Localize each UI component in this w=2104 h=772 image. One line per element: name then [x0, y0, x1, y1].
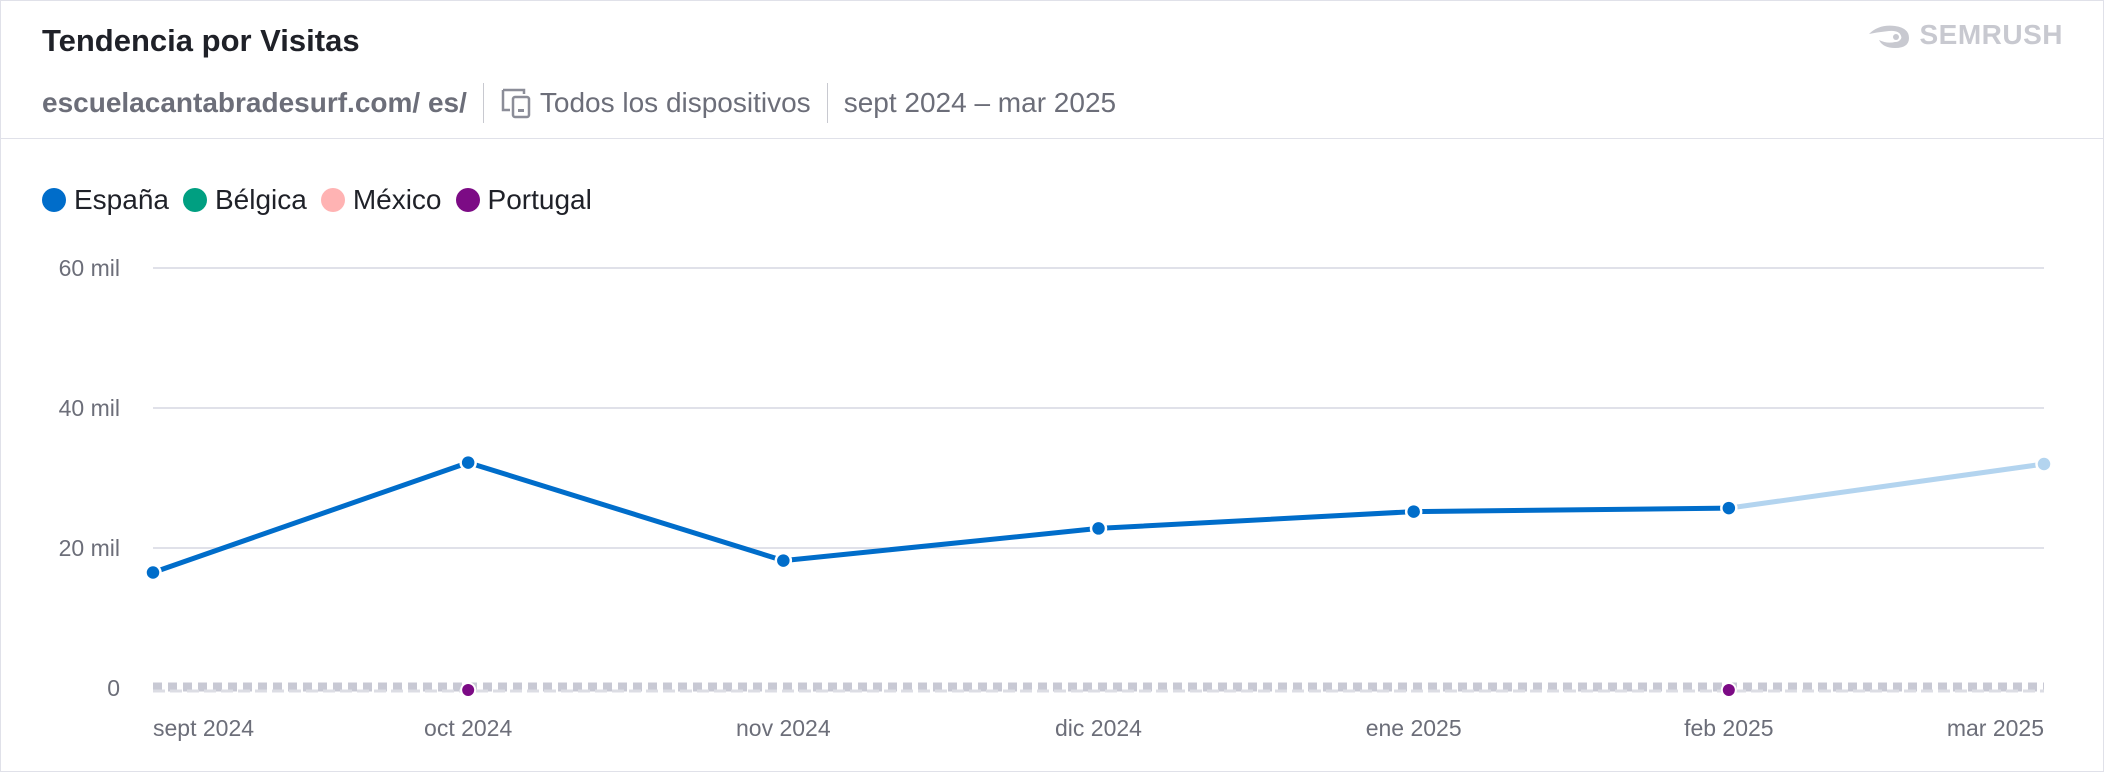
- legend-dot-belgica: [182, 188, 207, 212]
- legend-dot-mexico: [320, 188, 345, 212]
- legend-label: Bélgica: [214, 184, 307, 215]
- logo-text: SEMRUSH: [1919, 19, 2063, 50]
- series-line-espana: [152, 460, 1729, 575]
- y-tick-label: 20 mil: [59, 535, 120, 561]
- x-tick-label: nov 2024: [736, 715, 831, 741]
- legend-item-espana[interactable]: España: [42, 184, 169, 216]
- devices-selector[interactable]: Todos los dispositivos: [500, 86, 811, 120]
- meta-divider: [482, 83, 484, 123]
- y-tick-label: 60 mil: [59, 255, 120, 281]
- data-point-portugal: [460, 682, 477, 698]
- semrush-logo: SEMRUSH: [1865, 19, 2063, 51]
- data-point-espana: [2035, 455, 2053, 473]
- legend-dot-espana: [42, 188, 66, 212]
- data-point-espana: [1404, 502, 1423, 521]
- chart-legend: España Bélgica México Portugal: [42, 184, 592, 216]
- semrush-fireball-icon: [1869, 25, 1910, 48]
- legend-label: México: [352, 184, 442, 215]
- date-range-label[interactable]: sept 2024 – mar 2025: [843, 87, 1117, 118]
- legend-item-belgica[interactable]: Bélgica: [182, 184, 307, 216]
- x-tick-label: ene 2025: [1366, 715, 1462, 741]
- legend-dot-portugal: [455, 188, 480, 212]
- visits-trend-chart: 0 20 mil 40 mil 60 mil sept 2024 oct 2024 nov …: [59, 255, 2053, 741]
- y-tick-label: 40 mil: [59, 395, 120, 421]
- series-line-espana-projection: [1728, 461, 2045, 511]
- card-header: Tendencia por Visitas SEMRUSH escuelacan…: [1, 1, 2103, 139]
- y-tick-label: 0: [107, 675, 120, 701]
- legend-item-mexico[interactable]: México: [320, 184, 442, 216]
- devices-label: Todos los dispositivos: [539, 87, 811, 118]
- report-meta: escuelacantabradesurf.com/ es/ Todos los…: [42, 83, 1116, 123]
- legend-label: Portugal: [487, 184, 592, 215]
- data-point-espana: [774, 551, 793, 570]
- data-point-espana: [1089, 519, 1108, 538]
- x-tick-label: mar 2025: [1947, 715, 2044, 741]
- domain-label: escuelacantabradesurf.com/ es/: [42, 87, 467, 118]
- legend-item-portugal[interactable]: Portugal: [455, 184, 592, 216]
- data-point-portugal: [1720, 682, 1737, 698]
- page-title: Tendencia por Visitas: [42, 23, 360, 58]
- meta-divider: [826, 83, 828, 123]
- data-point-espana: [1720, 499, 1738, 517]
- devices-icon: [501, 88, 531, 119]
- x-tick-label: dic 2024: [1055, 715, 1142, 741]
- legend-label: España: [74, 184, 169, 215]
- x-tick-label: sept 2024: [153, 715, 254, 741]
- x-tick-label: oct 2024: [424, 715, 512, 741]
- data-point-espana: [459, 453, 477, 472]
- data-point-espana: [144, 563, 162, 582]
- x-tick-label: feb 2025: [1684, 715, 1774, 741]
